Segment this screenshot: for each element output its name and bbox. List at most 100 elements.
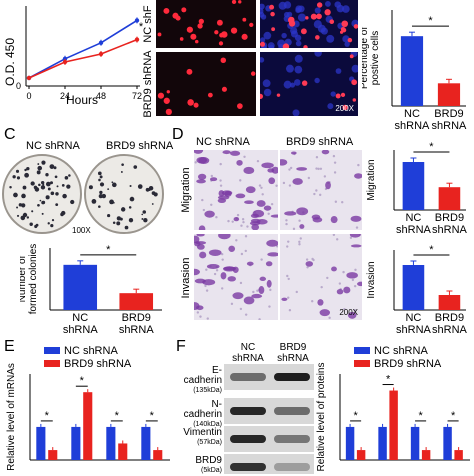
panel-f-significance: *	[451, 410, 456, 422]
panel-b-category-label: shRNA	[395, 120, 431, 132]
colony-dot	[153, 192, 158, 197]
pore-dot	[210, 203, 213, 206]
stained-cell	[232, 292, 244, 300]
panel-d-image-migration-brd9	[280, 150, 362, 230]
pore-dot	[298, 219, 301, 222]
panel-b-image-nc-red	[156, 0, 256, 48]
panel-d-invasion-bar	[402, 265, 425, 310]
nucleus-dot	[335, 68, 342, 74]
panel-f-bar	[345, 426, 355, 460]
cell-dot	[341, 20, 349, 28]
colony-dot	[98, 194, 103, 199]
panel-f-legend-swatch	[354, 360, 370, 367]
stained-cell	[245, 186, 256, 194]
pore-dot	[307, 176, 311, 180]
colony-plate	[84, 154, 164, 234]
colony-dot	[22, 212, 28, 218]
stained-cell	[346, 272, 358, 279]
colony-dot	[141, 218, 144, 220]
pore-dot	[221, 258, 224, 261]
panel-f-blot-band	[230, 463, 266, 471]
panel-a-x-tick-label: 24	[60, 91, 70, 101]
cell-dot	[352, 98, 357, 102]
pore-dot	[202, 208, 206, 212]
stained-cell	[312, 217, 323, 223]
cell-dot	[249, 22, 254, 28]
cell-dot	[166, 90, 170, 94]
cell-dot	[349, 54, 354, 59]
nucleus-dot	[260, 3, 265, 10]
panel-c-category-label: BRD9	[122, 312, 151, 324]
nucleus-dot	[283, 80, 292, 89]
cell-dot	[187, 99, 194, 106]
nucleus-dot	[320, 27, 328, 35]
cell-dot	[340, 92, 346, 98]
panel-e-bar	[106, 426, 116, 460]
panel-c-category-label: shRNA	[119, 324, 155, 336]
colony-dot	[40, 180, 45, 185]
nucleus-dot	[278, 44, 284, 48]
panel-b-bar	[400, 36, 424, 106]
cell-dot	[282, 43, 290, 48]
panel-e-significance: *	[115, 410, 120, 422]
panel-c-significance: *	[106, 244, 111, 256]
pore-dot	[275, 184, 278, 187]
stained-cell	[317, 299, 324, 306]
cell-dot	[271, 27, 276, 32]
panel-b-category-label: shRNA	[432, 120, 468, 132]
colony-dot	[116, 216, 121, 221]
panel-f-significance: *	[418, 410, 423, 422]
pore-dot	[354, 268, 357, 272]
cell-dot	[165, 108, 172, 115]
pore-dot	[230, 302, 234, 306]
panel-c-bar	[63, 264, 98, 310]
colony-dot	[16, 176, 21, 180]
cell-dot	[230, 27, 238, 34]
cell-dot	[260, 93, 264, 99]
pore-dot	[258, 184, 262, 187]
colony-dot	[70, 199, 75, 205]
pore-dot	[267, 212, 270, 215]
stained-cell	[227, 276, 236, 282]
nucleus-dot	[283, 1, 292, 9]
panel-d-row-label-migration: Migration	[180, 167, 192, 212]
panel-f-col-label-brd9: BRD9 shRNA	[277, 342, 309, 364]
panel-f-bar	[378, 426, 387, 460]
colony-dot	[15, 169, 20, 173]
pore-dot	[306, 266, 309, 269]
pore-dot	[328, 316, 331, 320]
pore-dot	[334, 200, 338, 203]
stained-cell	[204, 210, 215, 218]
stained-cell	[281, 297, 288, 301]
panel-d-invasion-category-label: shRNA	[432, 324, 468, 336]
cell-dot	[269, 4, 275, 10]
cell-dot	[353, 24, 358, 29]
stained-cell	[330, 215, 338, 224]
pore-dot	[288, 184, 292, 187]
nucleus-dot	[294, 34, 302, 42]
colony-dot	[47, 222, 50, 225]
stained-cell	[199, 251, 207, 259]
pore-dot	[353, 309, 357, 312]
stained-cell	[218, 234, 231, 240]
pore-dot	[295, 290, 298, 294]
pore-dot	[333, 161, 337, 164]
panel-e-ylabel: Relative level of mRNAs	[6, 363, 17, 471]
stained-cell	[202, 279, 216, 286]
panel-e-bar	[141, 426, 151, 460]
panel-a-x-tick-label: 0	[26, 91, 31, 101]
panel-c-bar	[119, 293, 154, 310]
cell-dot	[351, 79, 358, 86]
nucleus-dot	[260, 37, 266, 43]
panel-f-blot-name: E-cadherin	[183, 365, 222, 386]
panel-a-line-chart: 0 24 48 72 0 * O.D. 450 Hours	[3, 6, 144, 107]
panel-f-bar	[410, 426, 420, 460]
stained-cell	[270, 214, 278, 218]
nucleus-dot	[293, 79, 301, 86]
pore-dot	[287, 240, 290, 243]
panel-d-row-label-invasion: Invasion	[180, 258, 192, 299]
stained-cell	[223, 266, 236, 272]
stained-cell	[244, 200, 254, 205]
